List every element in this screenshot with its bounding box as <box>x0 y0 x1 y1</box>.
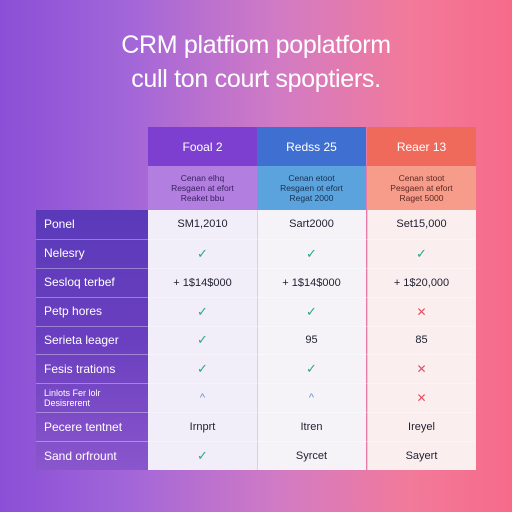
row-label: Serieta leager <box>44 332 119 347</box>
check-icon: ✓ <box>197 245 208 261</box>
plan-description-1: Cenan elhq Resgaen at efort Reaket bbu <box>148 166 257 210</box>
caret-icon: ^ <box>308 392 315 405</box>
comparison-table: Fooal 2 Redss 25 Reaer 13 Cenan elhq Res… <box>36 127 476 470</box>
table-cell: ^ <box>148 384 257 412</box>
cross-icon: ✕ <box>416 304 427 319</box>
column-divider <box>367 210 368 470</box>
cell-value: Irnprt <box>189 421 216 434</box>
cell-value: + 1$20,000 <box>393 276 450 289</box>
plan-description-line: Regat 2000 <box>289 193 334 203</box>
cross-icon: ✕ <box>416 362 427 377</box>
table-row: Sesloq terbef + 1$14$000 + 1$14$000 + 1$20,… <box>36 267 476 297</box>
table-cell: Sart2000 <box>257 210 366 239</box>
headline-line-1: CRM platfiom poplatform <box>121 31 391 59</box>
table-cell: ✕ <box>367 298 476 326</box>
plan-header-2[interactable]: Redss 25 <box>257 127 366 166</box>
table-cell: Syrcet <box>257 442 366 470</box>
row-label: Petp hores <box>44 304 103 319</box>
cell-value: Sart2000 <box>289 218 334 231</box>
plan-description-line: Resgaen at efort <box>171 183 234 193</box>
table-row: Nelesry ✓ ✓ ✓ <box>36 238 476 268</box>
plan-description-line: Cenan elhq <box>180 173 225 183</box>
cell-value: SM1,2010 <box>177 218 228 231</box>
table-row: Sand orfrount ✓ Syrcet Sayert <box>36 441 476 470</box>
headline-line-2: cull ton court spoptiers. <box>131 65 381 93</box>
table-cell: ✓ <box>148 442 257 470</box>
table-cell: Ireyel <box>367 413 476 441</box>
table-cell: + 1$20,000 <box>367 269 476 297</box>
check-icon: ✓ <box>306 303 317 319</box>
table-cell: Sayert <box>367 442 476 470</box>
table-cell: Irnprt <box>148 413 257 441</box>
check-icon: ✓ <box>197 361 208 377</box>
table-cell: ✓ <box>257 240 366 268</box>
table-row: Linlots Fer lolr Desisrerent ^ ^ ✕ <box>36 383 476 412</box>
check-icon: ✓ <box>306 245 317 261</box>
table-row: Pecere tentnet Irnprt Itren Ireyel <box>36 412 476 441</box>
cross-icon: ✕ <box>416 391 427 406</box>
table-cell: ✕ <box>367 384 476 412</box>
check-icon: ✓ <box>197 332 208 348</box>
table-cell: ✓ <box>148 327 257 355</box>
cell-value: Itren <box>300 421 323 434</box>
table-cell: 85 <box>367 327 476 355</box>
check-icon: ✓ <box>197 303 208 319</box>
table-cell: SM1,2010 <box>148 210 257 239</box>
table-row: Serieta leager ✓ 95 85 <box>36 325 476 355</box>
plan-description-line: Pesgaen at efort <box>390 183 453 193</box>
column-divider <box>257 210 258 470</box>
table-cell: ✓ <box>257 355 366 383</box>
table-cell: Itren <box>257 413 366 441</box>
table-cell: ^ <box>257 384 366 412</box>
cell-value: Syrcet <box>295 450 328 463</box>
plan-column-2-body <box>257 210 366 470</box>
table-row: Fesis trations ✓ ✓ ✕ <box>36 354 476 383</box>
cell-value: 85 <box>415 334 428 347</box>
plan-description-2: Cenan etoot Resgaen ot efort Regat 2000 <box>257 166 366 210</box>
row-label: Nelesry <box>44 246 85 261</box>
plan-header-1[interactable]: Fooal 2 <box>148 127 257 166</box>
table-cell: Set15,000 <box>367 210 476 239</box>
table-cell: + 1$14$000 <box>148 269 257 297</box>
cell-value: + 1$14$000 <box>173 276 232 289</box>
check-icon: ✓ <box>197 448 208 464</box>
plan-description-line: Cenan stoot <box>398 173 445 183</box>
plan-description-3: Cenan stoot Pesgaen at efort Raget 5000 <box>367 166 476 210</box>
row-label: Sand orfrount <box>44 448 117 463</box>
row-label-column <box>36 210 148 470</box>
plan-column-3-body <box>367 210 476 470</box>
check-icon: ✓ <box>416 245 427 261</box>
plan-description-line: Raget 5000 <box>399 193 444 203</box>
plan-column-1-body <box>148 210 257 470</box>
table-cell: 95 <box>257 327 366 355</box>
row-label: Sesloq terbef <box>44 275 115 290</box>
cell-value: 95 <box>305 334 318 347</box>
check-icon: ✓ <box>306 361 317 377</box>
row-label: Linlots Fer lolr Desisrerent <box>44 388 101 409</box>
caret-icon: ^ <box>199 392 206 405</box>
plan-description-line: Resgaen ot efort <box>280 183 343 193</box>
table-cell: ✓ <box>148 298 257 326</box>
table-row: Petp hores ✓ ✓ ✕ <box>36 296 476 326</box>
page-headline: CRM platfiom poplatform cull ton court s… <box>0 28 512 96</box>
table-cell: ✓ <box>148 240 257 268</box>
row-label: Pecere tentnet <box>44 419 123 434</box>
cell-value: Ireyel <box>408 421 435 434</box>
table-cell: + 1$14$000 <box>257 269 366 297</box>
cell-value: Set15,000 <box>396 218 447 231</box>
plan-description-line: Reaket bbu <box>180 193 225 203</box>
table-cell: ✕ <box>367 355 476 383</box>
cell-value: Sayert <box>405 450 438 463</box>
row-label: Ponel <box>44 216 75 231</box>
plan-description-line: Cenan etoot <box>288 173 335 183</box>
table-row: Ponel SM1,2010 Sart2000 Set15,000 <box>36 210 476 239</box>
cell-value: + 1$14$000 <box>282 276 341 289</box>
table-cell: ✓ <box>148 355 257 383</box>
plan-header-3[interactable]: Reaer 13 <box>367 127 476 166</box>
table-cell: ✓ <box>367 240 476 268</box>
row-label: Fesis trations <box>44 361 116 376</box>
table-cell: ✓ <box>257 298 366 326</box>
